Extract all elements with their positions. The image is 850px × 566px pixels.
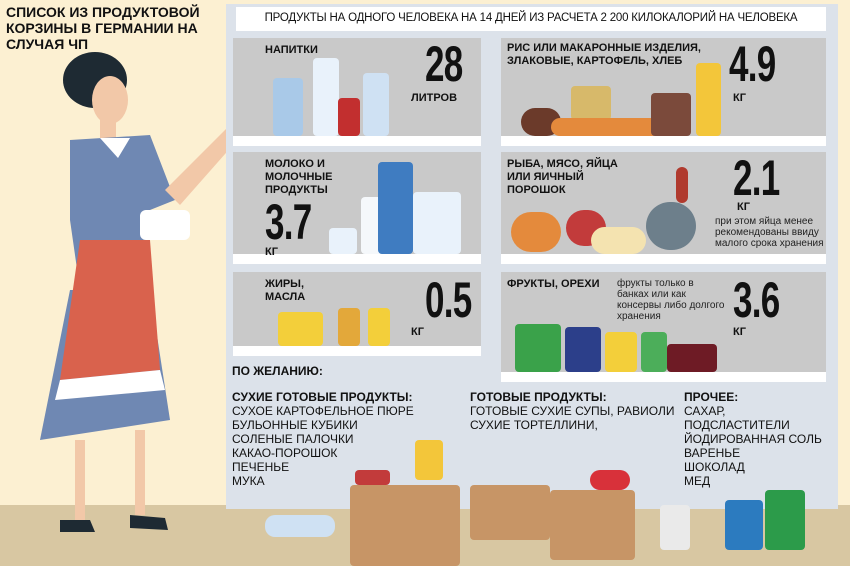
optional-heading: ПО ЖЕЛАНИЮ:: [232, 364, 323, 378]
can-icon: [725, 500, 763, 550]
list-item: ШОКОЛАД: [684, 460, 745, 474]
sausage-icon: [676, 167, 688, 203]
grocery-bag-icon: [550, 490, 635, 560]
category-label: РИС ИЛИ МАКАРОННЫЕ ИЗДЕЛИЯ, ЗЛАКОВЫЕ, КА…: [507, 42, 701, 67]
can-icon: [355, 470, 390, 485]
jar-berries-icon: [565, 327, 601, 372]
category-note: фрукты только в банках или как консервы …: [617, 278, 725, 322]
list-item: ГОТОВЫЕ СУХИЕ СУПЫ, РАВИОЛИ: [470, 404, 675, 418]
category-unit: КГ: [265, 246, 278, 258]
category-note: при этом яйца менее рекомендованы ввиду …: [715, 216, 824, 249]
jar-honey-icon: [605, 332, 637, 372]
baguette-icon: [551, 118, 661, 136]
jar-pickles-icon: [515, 324, 561, 372]
pasta-icon: [415, 440, 443, 480]
jam-jar-icon: [590, 470, 630, 490]
oil-bottle-icon: [368, 308, 390, 346]
bottle-icon: [413, 192, 461, 254]
group-heading: ПРОЧЕЕ:: [684, 390, 739, 404]
list-item: МЕД: [684, 474, 711, 488]
list-item: ВАРЕНЬЕ: [684, 446, 741, 460]
shelf-drinks: НАПИТКИ 28 ЛИТРОВ: [233, 38, 481, 146]
optional-group-other: ПРОЧЕЕ: САХАР, ПОДСЛАСТИТЕЛИ ЙОДИРОВАННА…: [684, 390, 834, 488]
bottle-icon: [363, 73, 389, 136]
list-item: БУЛЬОННЫЕ КУБИКИ: [232, 418, 358, 432]
category-value: 2.1: [733, 150, 780, 206]
category-unit: КГ: [737, 201, 750, 213]
list-item: КАКАО-ПОРОШОК: [232, 446, 338, 460]
category-value: 4.9: [729, 36, 776, 92]
category-unit: ЛИТРОВ: [411, 92, 458, 104]
list-item: МУКА: [232, 474, 265, 488]
eggs-icon: [591, 227, 646, 254]
shelf-dairy: МОЛОКО И МОЛОЧНЫЕ ПРОДУКТЫ 3.7 КГ: [233, 152, 481, 264]
flour-bag-icon: [651, 93, 691, 136]
category-unit: КГ: [733, 92, 746, 104]
salt-box-icon: [765, 490, 805, 550]
group-heading: ГОТОВЫЕ ПРОДУКТЫ:: [470, 390, 607, 404]
list-item: САХАР, ПОДСЛАСТИТЕЛИ: [684, 404, 790, 432]
shelf-fats: ЖИРЫ, МАСЛА 0.5 КГ: [233, 272, 481, 356]
category-value: 28: [425, 36, 463, 92]
shelf-fruits: ФРУКТЫ, ОРЕХИ фрукты только в банках или…: [501, 272, 826, 382]
grocery-bag-icon: [350, 485, 460, 566]
oil-bottle-icon: [338, 308, 360, 346]
list-item: СУХИЕ ТОРТЕЛЛИНИ,: [470, 418, 598, 432]
category-value: 0.5: [425, 272, 472, 328]
category-value: 3.6: [733, 272, 780, 328]
grocery-bag-icon: [470, 485, 550, 540]
bottle-icon: [273, 78, 303, 136]
milk-carton-icon: [378, 162, 413, 254]
category-label: ФРУКТЫ, ОРЕХИ: [507, 278, 600, 290]
shelf-meat: РЫБА, МЯСО, ЯЙЦА ИЛИ ЯИЧНЫЙ ПОРОШОК 2.1 …: [501, 152, 826, 264]
bottle-icon: [313, 58, 339, 136]
salt-shaker-icon: [660, 505, 690, 550]
bread-icon: [571, 86, 611, 120]
housewife-illustration: [40, 52, 230, 532]
bottle-icon: [265, 515, 335, 537]
subtitle: ПРОДУКТЫ НА ОДНОГО ЧЕЛОВЕКА НА 14 ДНЕЙ И…: [236, 7, 826, 31]
category-label: МОЛОКО И МОЛОЧНЫЕ ПРОДУКТЫ: [265, 158, 333, 196]
category-unit: КГ: [733, 326, 746, 338]
optional-group-dry: СУХИЕ ГОТОВЫЕ ПРОДУКТЫ: СУХОЕ КАРТОФЕЛЬН…: [232, 390, 462, 488]
shelf-grains: РИС ИЛИ МАКАРОННЫЕ ИЗДЕЛИЯ, ЗЛАКОВЫЕ, КА…: [501, 38, 826, 146]
list-item: ЙОДИРОВАННАЯ СОЛЬ: [684, 432, 822, 446]
fish-icon: [646, 202, 696, 250]
chicken-leg-icon: [511, 212, 561, 252]
infographic-title: СПИСОК ИЗ ПРОДУКТОВОЙ КОРЗИНЫ В ГЕРМАНИИ…: [6, 4, 200, 52]
category-label: НАПИТКИ: [265, 44, 318, 56]
optional-group-ready: ГОТОВЫЕ ПРОДУКТЫ: ГОТОВЫЕ СУХИЕ СУПЫ, РА…: [470, 390, 675, 432]
list-item: СОЛЕНЫЕ ПАЛОЧКИ: [232, 432, 354, 446]
category-label: РЫБА, МЯСО, ЯЙЦА ИЛИ ЯИЧНЫЙ ПОРОШОК: [507, 158, 618, 196]
pasta-icon: [696, 63, 721, 136]
category-label: ЖИРЫ, МАСЛА: [265, 278, 306, 303]
can-icon: [338, 98, 360, 136]
butter-icon: [278, 312, 323, 346]
list-item: ПЕЧЕНЬЕ: [232, 460, 290, 474]
category-unit: КГ: [411, 326, 424, 338]
jar-jam-icon: [667, 344, 717, 372]
category-value: 3.7: [265, 194, 312, 250]
list-item: СУХОЕ КАРТОФЕЛЬНОЕ ПЮРЕ: [232, 404, 414, 418]
group-heading: СУХИЕ ГОТОВЫЕ ПРОДУКТЫ:: [232, 390, 413, 404]
jar-icon: [641, 332, 667, 372]
jar-icon: [329, 228, 357, 254]
